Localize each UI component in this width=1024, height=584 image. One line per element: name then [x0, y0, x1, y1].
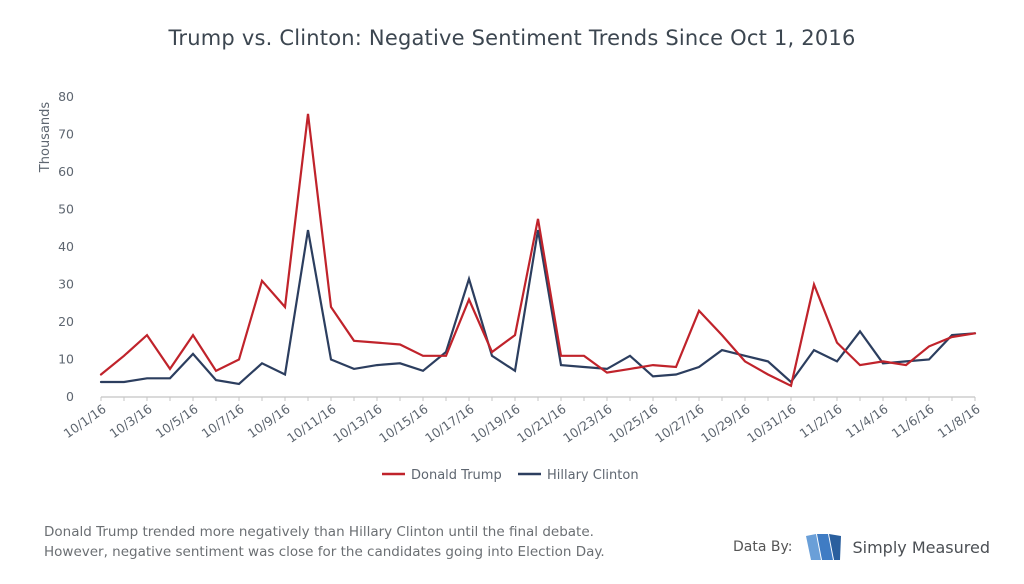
x-tick-label: 11/2/16 — [797, 401, 845, 441]
y-axis-label: Thousands — [38, 102, 53, 174]
x-tick-label: 10/17/16 — [422, 401, 477, 446]
caption-line-1: Donald Trump trended more negatively tha… — [44, 524, 594, 540]
x-tick-label: 10/5/16 — [153, 401, 201, 441]
x-tick-label: 10/13/16 — [330, 401, 385, 446]
y-tick-label: 70 — [58, 127, 74, 142]
x-tick-label: 10/23/16 — [560, 401, 615, 446]
y-tick-label: 10 — [58, 352, 74, 367]
chart-title: Trump vs. Clinton: Negative Sentiment Tr… — [168, 26, 856, 50]
x-tick-label: 10/31/16 — [744, 401, 799, 446]
x-tick-label: 10/29/16 — [698, 401, 753, 446]
legend-label-trump: Donald Trump — [411, 468, 502, 483]
y-axis: 0 10 20 30 40 50 60 70 80 — [58, 89, 74, 404]
simply-measured-logo-icon — [806, 534, 842, 560]
data-credit: Data By: Simply Measured — [733, 532, 990, 562]
x-axis: 10/1/1610/3/1610/5/1610/7/1610/9/1610/11… — [61, 397, 983, 446]
x-tick-label: 10/25/16 — [606, 401, 661, 446]
x-tick-label: 10/15/16 — [376, 401, 431, 446]
x-tick-label: 11/6/16 — [889, 401, 937, 441]
x-tick-label: 11/8/16 — [935, 401, 983, 441]
x-tick-label: 11/4/16 — [843, 401, 891, 441]
credit-label: Data By: — [733, 539, 793, 555]
y-tick-label: 0 — [66, 389, 74, 404]
credit-brand: Simply Measured — [852, 537, 990, 557]
x-tick-label: 10/3/16 — [107, 401, 155, 441]
series-line-clinton — [99, 229, 977, 386]
y-tick-label: 40 — [58, 239, 74, 254]
legend-label-clinton: Hillary Clinton — [547, 468, 639, 483]
x-tick-label: 10/19/16 — [468, 401, 523, 446]
x-tick-label: 10/21/16 — [514, 401, 569, 446]
series-line-trump — [99, 113, 977, 388]
y-tick-label: 80 — [58, 89, 74, 104]
y-tick-label: 20 — [58, 314, 74, 329]
y-tick-label: 50 — [58, 202, 74, 217]
x-tick-label: 10/27/16 — [652, 401, 707, 446]
x-tick-label: 10/7/16 — [199, 401, 247, 441]
x-tick-label: 10/1/16 — [61, 401, 109, 441]
line-chart: 0 10 20 30 40 50 60 70 80 Thousands 10/1/1610/3/… — [38, 89, 983, 483]
x-tick-label: 10/11/16 — [284, 401, 339, 446]
y-tick-label: 30 — [58, 277, 74, 292]
caption: Donald Trump trended more negatively tha… — [44, 522, 605, 562]
series-layer — [99, 113, 977, 388]
caption-line-2: However, negative sentiment was close fo… — [44, 544, 605, 560]
y-tick-label: 60 — [58, 164, 74, 179]
legend: Donald Trump Hillary Clinton — [382, 468, 639, 483]
